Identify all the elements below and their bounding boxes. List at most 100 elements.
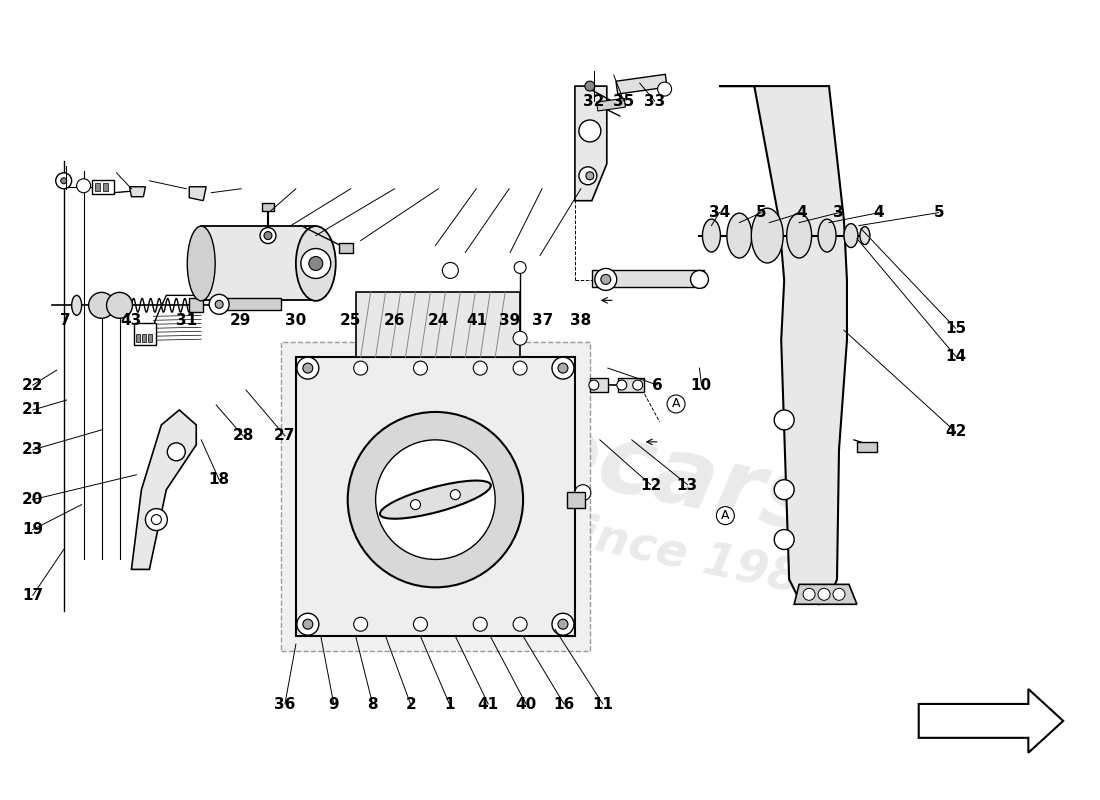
Circle shape bbox=[260, 228, 276, 243]
Text: 38: 38 bbox=[570, 313, 592, 328]
Bar bbox=[280, 342, 590, 651]
Text: A: A bbox=[672, 398, 680, 410]
Circle shape bbox=[348, 412, 524, 587]
Text: 5: 5 bbox=[934, 205, 945, 220]
Circle shape bbox=[473, 361, 487, 375]
Text: 7: 7 bbox=[60, 313, 70, 328]
Bar bbox=[355, 292, 520, 357]
Circle shape bbox=[575, 485, 591, 501]
Bar bbox=[857, 442, 877, 452]
Circle shape bbox=[60, 178, 67, 184]
Ellipse shape bbox=[818, 219, 836, 252]
Text: 22: 22 bbox=[22, 378, 43, 393]
Text: 23: 23 bbox=[22, 442, 43, 457]
Text: 19: 19 bbox=[22, 522, 43, 537]
Text: 4: 4 bbox=[873, 205, 884, 220]
Circle shape bbox=[595, 269, 617, 290]
Ellipse shape bbox=[379, 481, 491, 518]
Polygon shape bbox=[918, 689, 1064, 753]
Text: 30: 30 bbox=[285, 313, 306, 328]
Ellipse shape bbox=[121, 295, 132, 315]
Circle shape bbox=[513, 331, 527, 345]
Polygon shape bbox=[575, 86, 607, 201]
Text: 12: 12 bbox=[640, 478, 661, 493]
Circle shape bbox=[56, 173, 72, 189]
Circle shape bbox=[473, 618, 487, 631]
Text: 1: 1 bbox=[444, 697, 454, 712]
Circle shape bbox=[588, 380, 598, 390]
Circle shape bbox=[302, 363, 312, 373]
Circle shape bbox=[354, 361, 367, 375]
Text: 14: 14 bbox=[945, 349, 966, 364]
Circle shape bbox=[585, 81, 595, 91]
Circle shape bbox=[579, 120, 601, 142]
Circle shape bbox=[558, 619, 568, 630]
Circle shape bbox=[691, 270, 708, 288]
Text: 32: 32 bbox=[583, 94, 605, 109]
Text: 35: 35 bbox=[613, 94, 634, 109]
Circle shape bbox=[77, 178, 90, 193]
Text: 18: 18 bbox=[208, 472, 230, 487]
Bar bbox=[189, 298, 204, 312]
Ellipse shape bbox=[844, 224, 858, 247]
Ellipse shape bbox=[296, 226, 336, 301]
Bar bbox=[596, 98, 626, 111]
Circle shape bbox=[450, 490, 460, 500]
Text: 40: 40 bbox=[515, 697, 537, 712]
Circle shape bbox=[552, 357, 574, 379]
Ellipse shape bbox=[727, 213, 751, 258]
Text: 31: 31 bbox=[176, 313, 197, 328]
Text: 27: 27 bbox=[274, 428, 296, 443]
Ellipse shape bbox=[860, 226, 870, 245]
Text: 11: 11 bbox=[592, 697, 613, 712]
Circle shape bbox=[145, 509, 167, 530]
Bar bbox=[566, 492, 585, 508]
Text: 4: 4 bbox=[796, 205, 807, 220]
Circle shape bbox=[632, 380, 642, 390]
Bar bbox=[296, 357, 575, 636]
Polygon shape bbox=[719, 86, 847, 604]
Text: 37: 37 bbox=[531, 313, 553, 328]
Text: 20: 20 bbox=[22, 492, 43, 507]
Bar bbox=[102, 182, 108, 190]
Circle shape bbox=[774, 530, 794, 550]
Circle shape bbox=[601, 274, 610, 285]
Circle shape bbox=[410, 500, 420, 510]
Text: 42: 42 bbox=[945, 424, 966, 439]
Bar bbox=[91, 180, 113, 194]
Bar bbox=[134, 323, 156, 345]
Text: 16: 16 bbox=[553, 697, 575, 712]
Circle shape bbox=[264, 231, 272, 239]
Bar bbox=[95, 182, 100, 190]
Circle shape bbox=[167, 443, 185, 461]
Bar bbox=[262, 202, 274, 210]
Bar bbox=[616, 74, 667, 94]
Circle shape bbox=[209, 294, 229, 314]
Circle shape bbox=[302, 619, 312, 630]
Ellipse shape bbox=[751, 208, 783, 263]
Ellipse shape bbox=[703, 219, 720, 252]
Circle shape bbox=[301, 249, 331, 278]
Text: 13: 13 bbox=[676, 478, 697, 493]
Text: 33: 33 bbox=[644, 94, 664, 109]
Text: 21: 21 bbox=[22, 402, 43, 417]
Circle shape bbox=[579, 167, 597, 185]
Circle shape bbox=[586, 172, 594, 180]
Bar bbox=[136, 334, 141, 342]
Circle shape bbox=[297, 614, 319, 635]
Text: 36: 36 bbox=[274, 697, 296, 712]
Text: 9: 9 bbox=[329, 697, 340, 712]
Circle shape bbox=[552, 614, 574, 635]
Text: a passion since 1985: a passion since 1985 bbox=[284, 450, 836, 610]
Circle shape bbox=[297, 357, 319, 379]
Polygon shape bbox=[130, 186, 145, 197]
Ellipse shape bbox=[187, 226, 216, 301]
Text: 25: 25 bbox=[340, 313, 361, 328]
Text: 10: 10 bbox=[691, 378, 712, 393]
Polygon shape bbox=[132, 410, 196, 570]
Text: 41: 41 bbox=[466, 313, 487, 328]
Circle shape bbox=[818, 588, 830, 600]
Circle shape bbox=[774, 410, 794, 430]
Ellipse shape bbox=[72, 295, 81, 315]
Text: 43: 43 bbox=[121, 313, 142, 328]
